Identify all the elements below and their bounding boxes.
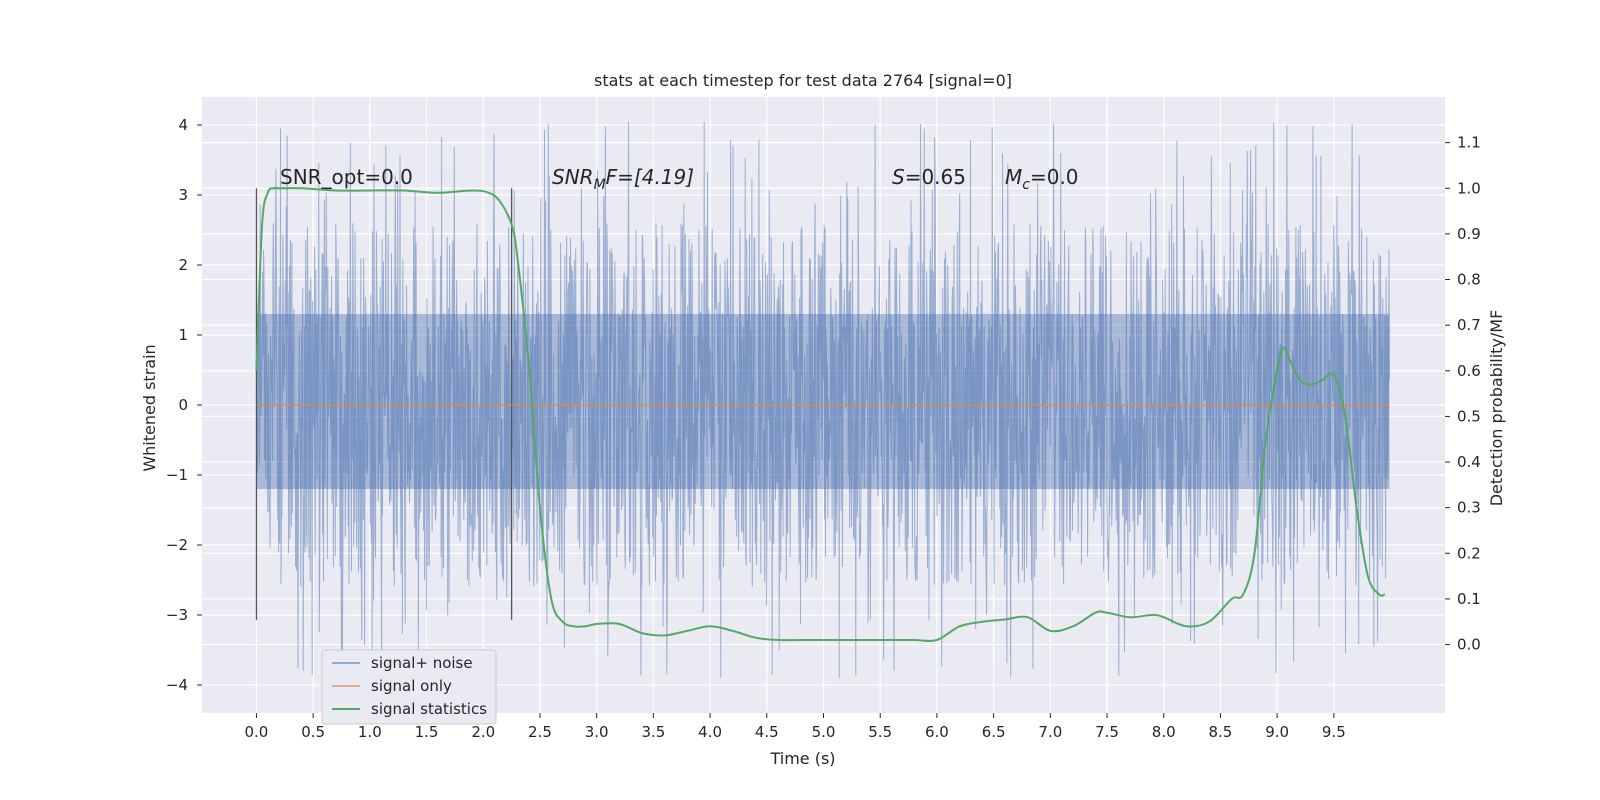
annotation-snr-mf-base: SNR	[552, 165, 594, 189]
x-tick-label: 1.0	[358, 723, 382, 741]
annotations: SNR_opt=0.0 SNRMF=[4.19] S=0.65 Mc=0.0	[280, 165, 1079, 193]
x-tick-label: 6.0	[925, 723, 949, 741]
annotation-snr-mf-rest: F=[4.19]	[606, 165, 694, 189]
y2-tick-label: 0.6	[1457, 362, 1481, 380]
legend: signal+ noise signal only signal statist…	[321, 649, 497, 725]
y-tick-label: 3	[178, 186, 188, 204]
y2-axis-label: Detection probability/MF	[1487, 310, 1506, 507]
x-tick-label: 9.5	[1322, 723, 1346, 741]
x-ticks: 0.0 0.5 1.0 1.5 2.0 2.5 3.0 3.5 4.0 4.5 5.0 5.5 6.0 6…	[245, 713, 1346, 741]
signal-statistics-line	[255, 186, 1386, 643]
x-tick-label: 0.5	[301, 723, 325, 741]
y2-tick-label: 1.0	[1457, 179, 1481, 197]
y2-tick-label: 1.1	[1457, 134, 1481, 152]
y-tick-label: 4	[178, 116, 188, 134]
legend-label-signal-only: signal only	[371, 677, 452, 695]
annotation-snr-mf: SNRMF=[4.19]	[552, 165, 694, 193]
chart-title: stats at each timestep for test data 276…	[594, 71, 1012, 90]
x-tick-label: 5.0	[812, 723, 836, 741]
annotation-snr-mf-sub: M	[594, 177, 606, 193]
x-tick-label: 1.5	[415, 723, 439, 741]
x-tick-label: 7.5	[1095, 723, 1119, 741]
signal-noise-series	[255, 121, 1390, 678]
x-tick-label: 8.0	[1152, 723, 1176, 741]
y-tick-label: −1	[166, 466, 188, 484]
annotation-s: S=0.65	[892, 165, 966, 189]
legend-label-signal-statistics: signal statistics	[371, 700, 487, 718]
signal-statistics-series	[255, 186, 1386, 643]
x-tick-label: 3.5	[641, 723, 665, 741]
annotation-s-value: =0.65	[905, 165, 966, 189]
annotation-s-symbol: S	[892, 165, 905, 189]
y-axis-label: Whitened strain	[140, 344, 159, 471]
annotation-mc-sub: c	[1022, 177, 1030, 193]
y2-tick-label: 0.4	[1457, 453, 1481, 471]
x-tick-label: 4.5	[755, 723, 779, 741]
legend-label-signal-noise: signal+ noise	[371, 654, 473, 672]
annotation-snr-opt: SNR_opt=0.0	[280, 165, 413, 189]
vertical-markers	[255, 188, 513, 620]
x-tick-label: 2.5	[528, 723, 552, 741]
x-tick-label: 0.0	[245, 723, 269, 741]
annotation-mc-value: =0.0	[1030, 165, 1079, 189]
x-tick-label: 7.0	[1038, 723, 1062, 741]
y2-tick-label: 0.0	[1457, 636, 1481, 654]
legend-box	[321, 649, 497, 725]
x-tick-label: 6.5	[982, 723, 1006, 741]
y2-tick-label: 0.9	[1457, 225, 1481, 243]
x-tick-label: 5.5	[868, 723, 892, 741]
y-tick-label: 0	[178, 396, 188, 414]
x-tick-label: 8.5	[1209, 723, 1233, 741]
y-tick-label: −3	[166, 606, 188, 624]
signal-noise-line	[255, 121, 1390, 678]
x-tick-label: 9.0	[1265, 723, 1289, 741]
y2-ticks: 0.0 0.1 0.2 0.3 0.4 0.5 0.6 0.7 0.8 0.9 1.0 1.1	[1445, 134, 1481, 654]
annotation-mc-base: M	[1005, 165, 1022, 189]
x-tick-label: 2.0	[471, 723, 495, 741]
y-tick-label: −2	[166, 536, 188, 554]
y-tick-label: 2	[178, 256, 188, 274]
y2-tick-label: 0.3	[1457, 499, 1481, 517]
annotation-mc: Mc=0.0	[1005, 165, 1079, 193]
y-ticks: −4 −3 −2 −1 0 1 2 3 4	[166, 116, 202, 694]
y2-tick-label: 0.1	[1457, 590, 1481, 608]
x-tick-label: 3.0	[585, 723, 609, 741]
y2-tick-label: 0.7	[1457, 316, 1481, 334]
y-tick-label: 1	[178, 326, 188, 344]
y2-tick-label: 0.2	[1457, 544, 1481, 562]
signal-noise-core-band	[256, 314, 1390, 489]
x-tick-label: 4.0	[698, 723, 722, 741]
x-axis-label: Time (s)	[769, 749, 835, 768]
y-tick-label: −4	[166, 676, 188, 694]
y2-tick-label: 0.5	[1457, 407, 1481, 425]
y2-tick-label: 0.8	[1457, 271, 1481, 289]
